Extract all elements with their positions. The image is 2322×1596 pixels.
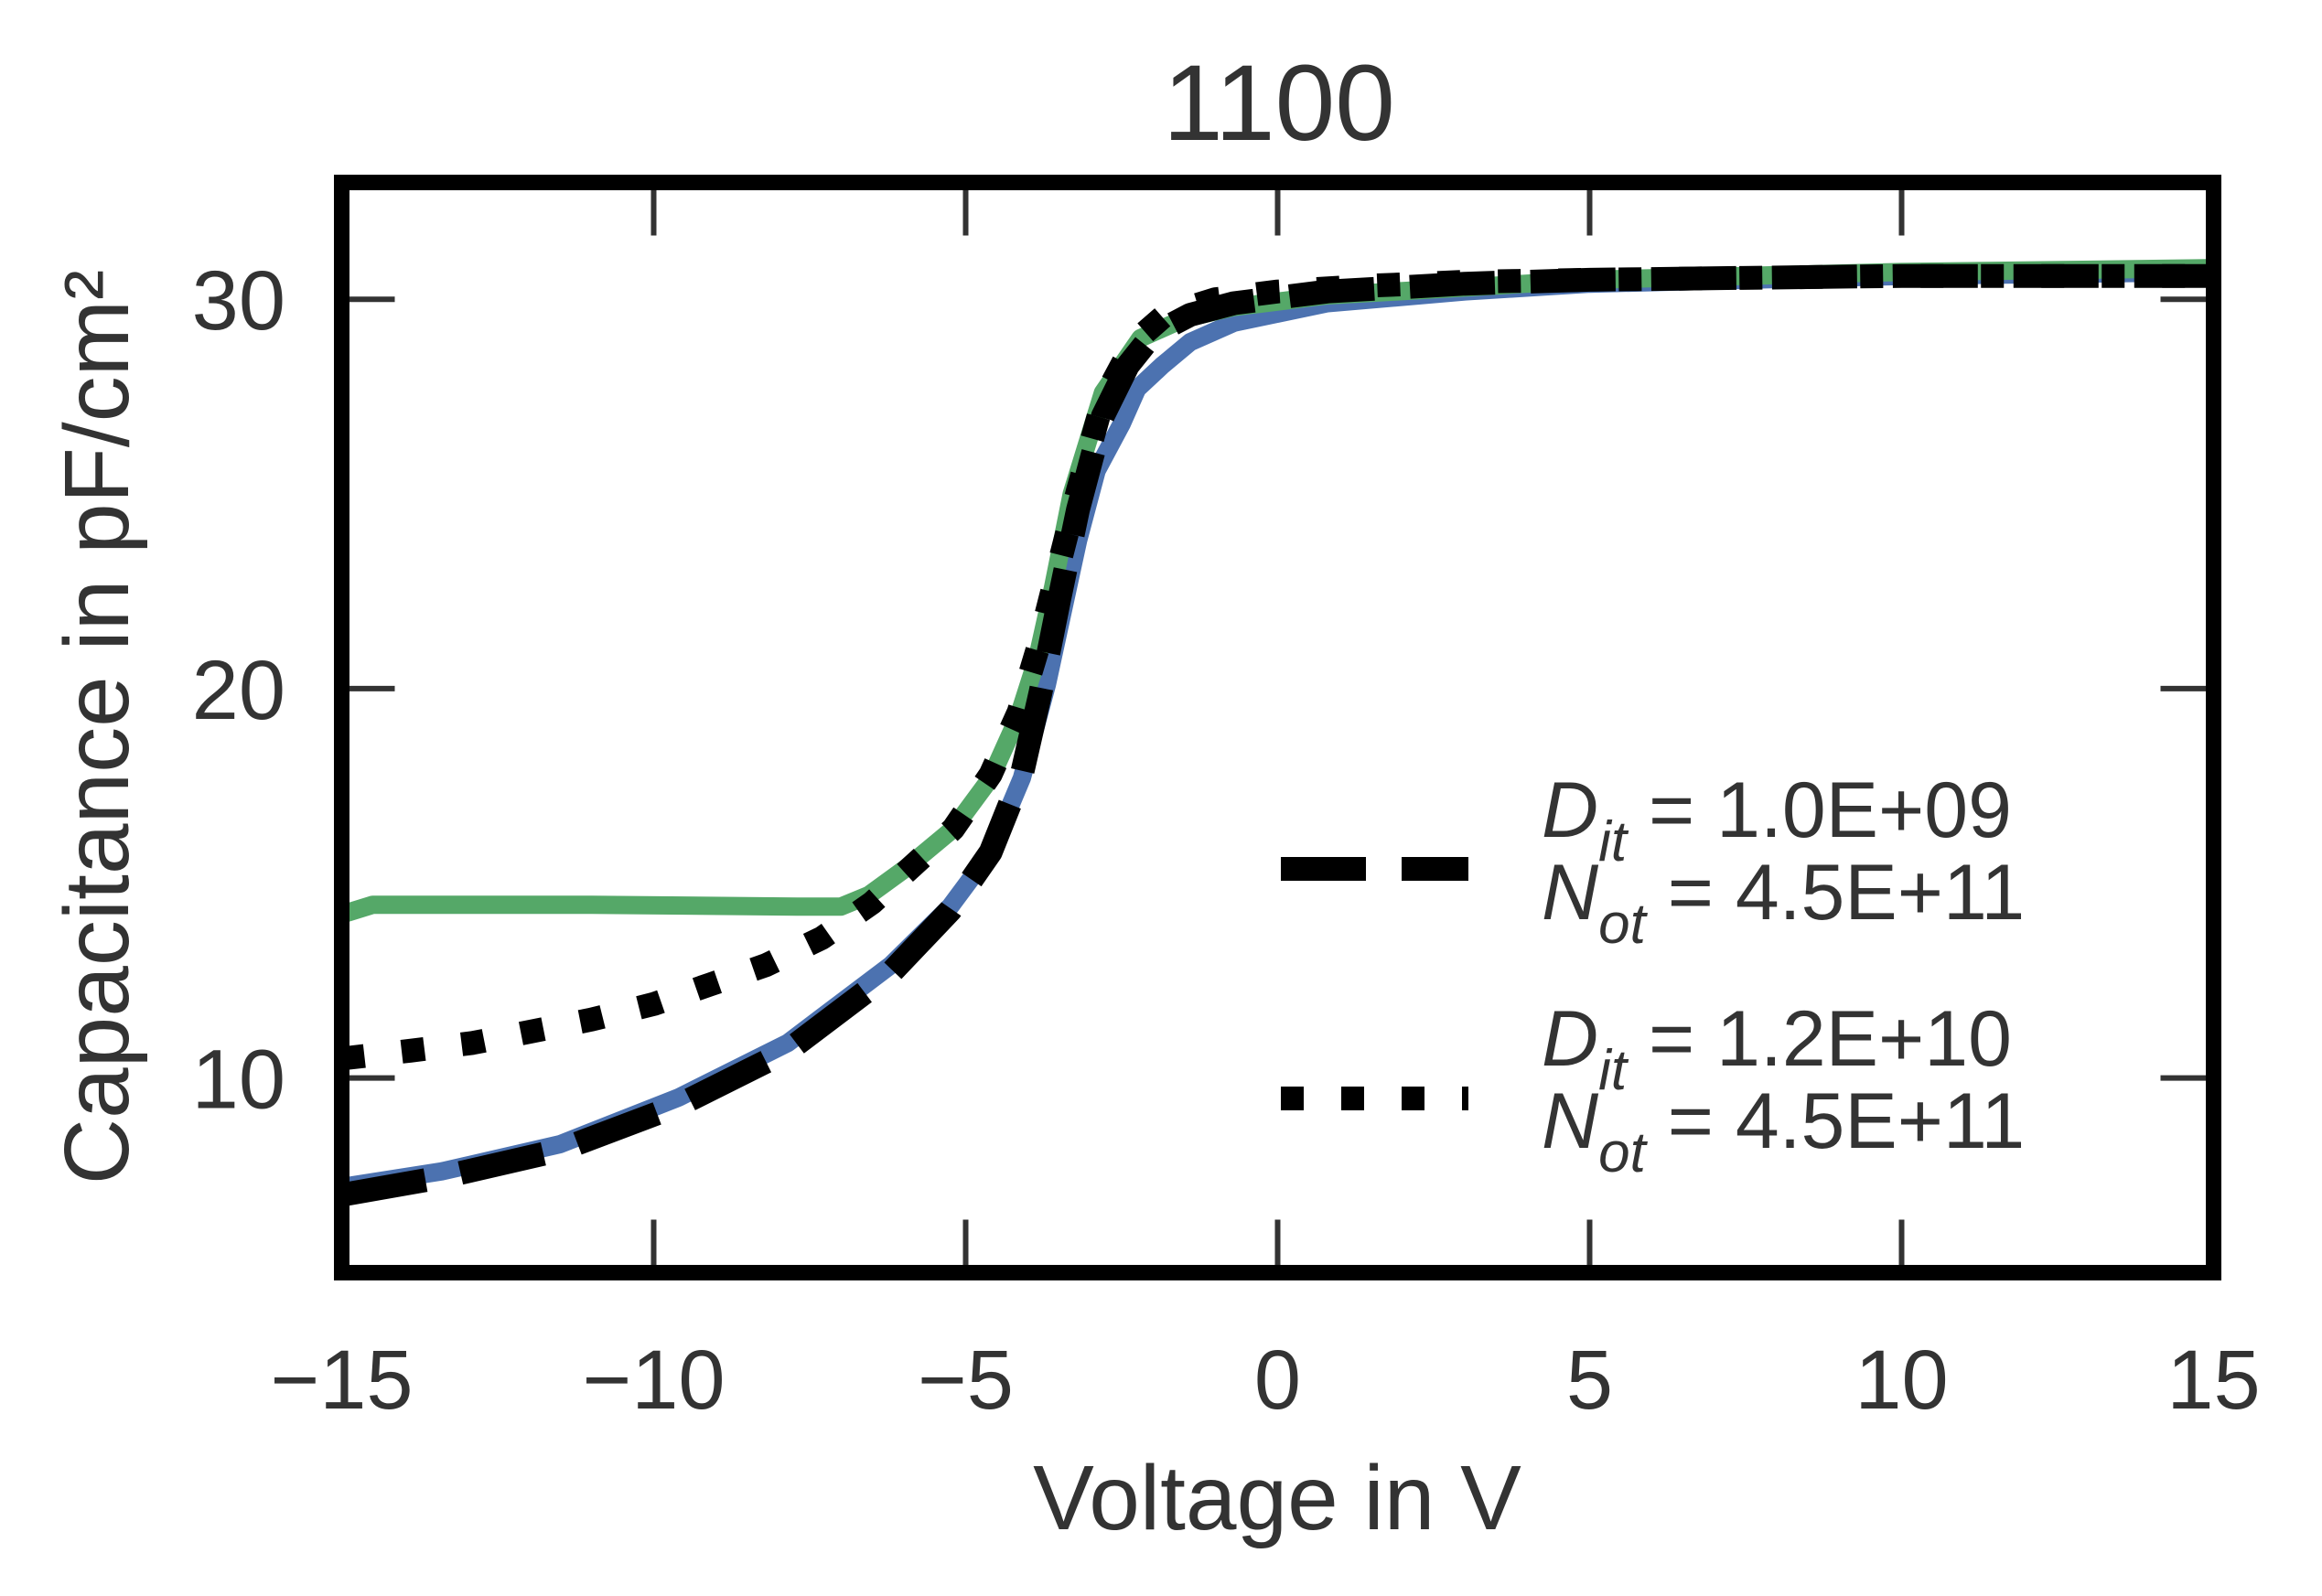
legend-subscript: it [1598,1039,1629,1102]
x-tick-label: −5 [918,1334,1014,1427]
series-line-dotted-3 [349,263,2206,1070]
legend-subscript: ot [1598,1121,1648,1184]
y-tick-label: 10 [192,1034,285,1127]
legend-label: Dit = 1.0E+09 [1542,766,2012,873]
legend-symbol: D [1542,995,1598,1083]
legend-subscript: it [1598,810,1629,873]
legend-label: Dit = 1.2E+10 [1542,995,2012,1102]
plot-area [349,259,2206,1206]
x-tick-label: −10 [582,1334,725,1427]
series-line-dashed-2 [349,263,2206,1206]
legend-symbol: N [1542,1077,1599,1165]
axis-ticks [341,182,2214,1273]
x-tick-label: 10 [1854,1334,1948,1427]
x-tick-label: −15 [270,1334,413,1427]
x-tick-label: 0 [1254,1334,1301,1427]
legend-label: Not = 4.5E+11 [1542,849,2025,956]
legend-symbol: D [1542,766,1598,854]
x-tick-label: 15 [2166,1334,2260,1427]
y-tick-label: 30 [192,254,285,348]
y-tick-label: 20 [192,644,285,737]
y-axis-label: Capacitance in pF/cm² [46,270,148,1184]
x-tick-label: 5 [1566,1334,1613,1427]
x-axis-label: Voltage in V [1033,1447,1521,1549]
legend-value: = 4.5E+11 [1646,849,2025,937]
plot-frame [334,175,2221,1280]
chart-title: 1100 [1163,43,1395,164]
legend-symbol: N [1542,849,1599,937]
legend-value: = 1.0E+09 [1627,766,2012,854]
legend-subscript: ot [1598,893,1648,956]
tick-labels: −15 −10 −5 0 5 10 15 10 20 30 [192,254,2261,1427]
legend-value: = 4.5E+11 [1646,1077,2025,1165]
legend-label: Not = 4.5E+11 [1542,1077,2025,1184]
legend-value: = 1.2E+10 [1627,995,2012,1083]
